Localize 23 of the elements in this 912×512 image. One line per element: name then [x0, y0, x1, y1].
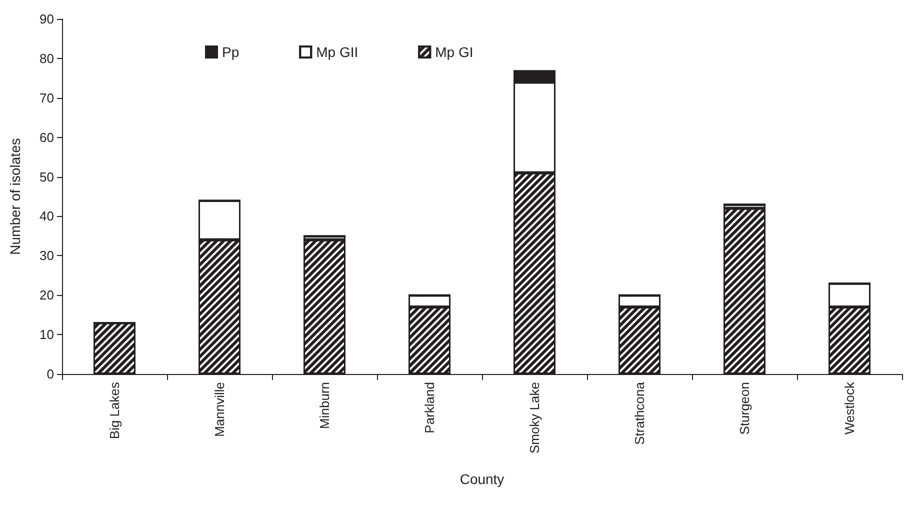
y-tick-label: 0: [46, 366, 54, 382]
x-tick-label: Westlock: [842, 382, 857, 434]
y-tick-label: 80: [40, 50, 54, 66]
x-tick-label: Mannville: [212, 382, 227, 437]
y-tick-label: 30: [40, 248, 54, 264]
x-axis-title: County: [460, 471, 504, 487]
y-tick-label: 40: [40, 208, 54, 224]
y-tick-label: 60: [40, 130, 54, 145]
legend-label: Pp: [222, 44, 240, 60]
legend-label: Mp GI: [435, 44, 474, 60]
y-tick-label: 90: [40, 12, 54, 26]
y-axis-title: Number of isolates: [7, 138, 23, 255]
y-tick-label: 70: [40, 90, 54, 106]
legend-label: Mp GII: [316, 44, 358, 60]
x-tick-label: Smoky Lake: [527, 382, 542, 454]
x-tick-label: Strathcona: [632, 381, 647, 445]
y-tick-label: 20: [40, 288, 54, 303]
y-tick-label: 50: [40, 169, 54, 184]
y-tick-label: 10: [40, 327, 54, 342]
x-tick-label: Minburn: [317, 382, 332, 429]
x-tick-label: Sturgeon: [737, 382, 752, 435]
x-tick-label: Big Lakes: [107, 382, 122, 440]
x-tick-label: Parkland: [422, 382, 437, 434]
